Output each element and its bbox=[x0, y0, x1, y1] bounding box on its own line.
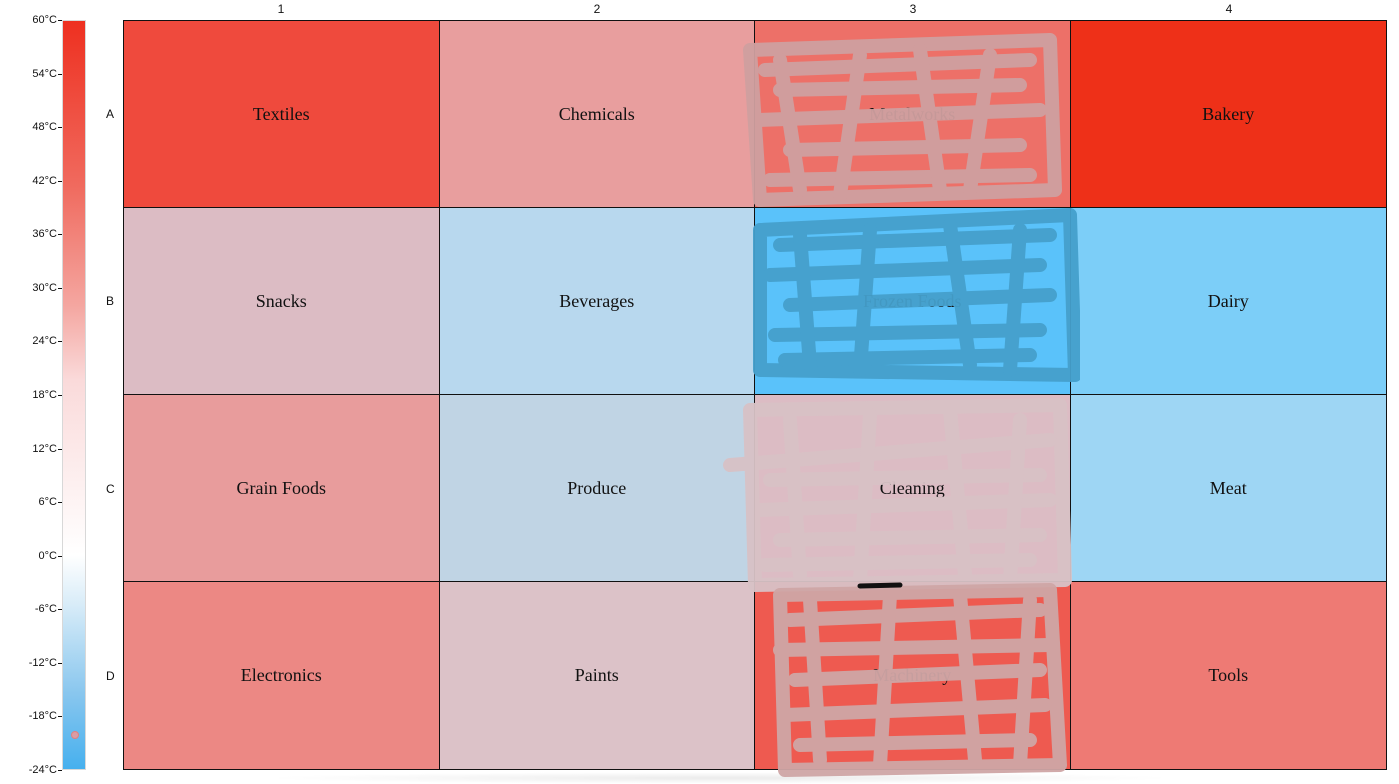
grid-bottom-shadow bbox=[260, 772, 1180, 784]
row-label: C bbox=[106, 482, 115, 496]
row-label: D bbox=[106, 669, 115, 683]
colorbar-handle[interactable] bbox=[71, 731, 79, 740]
colorbar-tick-mark bbox=[58, 395, 62, 396]
cell-label: Textiles bbox=[252, 103, 310, 124]
cell-label: Grain Foods bbox=[236, 477, 327, 498]
cell-label: Meat bbox=[1209, 477, 1247, 498]
colorbar-tick-label: 0°C bbox=[38, 549, 57, 562]
heatmap-cell-textiles[interactable]: Textiles bbox=[124, 21, 440, 208]
cell-label: Snacks bbox=[255, 290, 307, 311]
colorbar-tick-mark bbox=[58, 287, 62, 289]
colorbar-tick-mark bbox=[58, 770, 62, 771]
colorbar-tick-label: -6°C bbox=[34, 603, 57, 616]
colorbar-tick-mark bbox=[58, 20, 62, 21]
colorbar-tick-label: 60°C bbox=[32, 14, 57, 26]
column-label: 4 bbox=[1225, 2, 1233, 16]
cell-label: Frozen Foods bbox=[863, 290, 962, 311]
cell-label: Produce bbox=[567, 477, 627, 498]
colorbar-tick-mark bbox=[58, 716, 62, 718]
cell-label: Cleaning bbox=[879, 477, 945, 498]
heatmap-cell-paints[interactable]: Paints bbox=[439, 582, 755, 769]
colorbar-tick-label: 54°C bbox=[32, 67, 57, 80]
heatmap-cell-cleaning[interactable]: Cleaning bbox=[755, 395, 1071, 582]
cell-label: Machinery bbox=[873, 665, 952, 685]
colorbar-tick-label: 6°C bbox=[38, 496, 57, 509]
column-label: 1 bbox=[277, 2, 285, 16]
colorbar-tick-mark bbox=[58, 609, 62, 611]
cell-label: Beverages bbox=[559, 290, 635, 311]
row-label: A bbox=[106, 107, 115, 121]
colorbar-tick-mark bbox=[58, 341, 62, 343]
heatmap-cell-electronics[interactable]: Electronics bbox=[124, 582, 440, 769]
column-label: 3 bbox=[909, 2, 917, 16]
colorbar-tick-label: -24°C bbox=[28, 764, 57, 776]
colorbar-tick-mark bbox=[58, 502, 62, 504]
cell-label: Paints bbox=[574, 665, 619, 685]
temperature-colorbar bbox=[62, 20, 86, 770]
colorbar-tick-label: 48°C bbox=[32, 121, 57, 134]
colorbar-tick-mark bbox=[58, 234, 62, 236]
colorbar-tick-label: 24°C bbox=[32, 335, 57, 348]
heatmap-cell-machinery[interactable]: Machinery bbox=[755, 582, 1071, 769]
heatmap-cell-dairy[interactable]: Dairy bbox=[1070, 208, 1386, 395]
colorbar-tick-mark bbox=[58, 73, 62, 75]
cell-label: Dairy bbox=[1207, 290, 1249, 311]
cell-label: Metalworks bbox=[869, 103, 956, 124]
colorbar-tick-mark bbox=[58, 448, 62, 450]
zone-heatmap-grid: Textiles Chemicals Metalworks Bakery Sna… bbox=[123, 20, 1387, 770]
colorbar-tick-mark bbox=[58, 662, 62, 664]
heatmap-cell-metalworks[interactable]: Metalworks bbox=[755, 21, 1071, 208]
cell-label: Electronics bbox=[240, 665, 322, 685]
heatmap-cell-beverages[interactable]: Beverages bbox=[439, 208, 755, 395]
colorbar-tick-mark bbox=[58, 555, 62, 557]
colorbar-tick-label: 30°C bbox=[32, 281, 57, 294]
colorbar-tick-label: 36°C bbox=[32, 228, 57, 241]
heatmap-cell-produce[interactable]: Produce bbox=[439, 395, 755, 582]
colorbar-tick-label: 18°C bbox=[32, 389, 57, 401]
heatmap-cell-grain-foods[interactable]: Grain Foods bbox=[124, 395, 440, 582]
colorbar-tick-mark bbox=[58, 180, 62, 182]
heatmap-cell-chemicals[interactable]: Chemicals bbox=[439, 21, 755, 208]
heatmap-cell-frozen-foods[interactable]: Frozen Foods bbox=[755, 208, 1071, 395]
colorbar-tick-label: 12°C bbox=[32, 442, 57, 455]
colorbar-tick-label: -12°C bbox=[28, 656, 57, 669]
heatmap-cell-snacks[interactable]: Snacks bbox=[124, 208, 440, 395]
cell-label: Tools bbox=[1208, 665, 1249, 685]
heatmap-cell-tools[interactable]: Tools bbox=[1070, 582, 1386, 769]
colorbar-tick-label: 42°C bbox=[32, 174, 57, 187]
cell-label: Bakery bbox=[1202, 103, 1255, 124]
column-label: 2 bbox=[593, 2, 601, 16]
colorbar-tick-label: -18°C bbox=[28, 710, 57, 723]
cell-label: Chemicals bbox=[558, 103, 635, 124]
heatmap-cell-meat[interactable]: Meat bbox=[1070, 395, 1386, 582]
heatmap-cell-bakery[interactable]: Bakery bbox=[1070, 21, 1386, 208]
colorbar-tick-mark bbox=[58, 127, 62, 129]
row-label: B bbox=[106, 294, 115, 308]
